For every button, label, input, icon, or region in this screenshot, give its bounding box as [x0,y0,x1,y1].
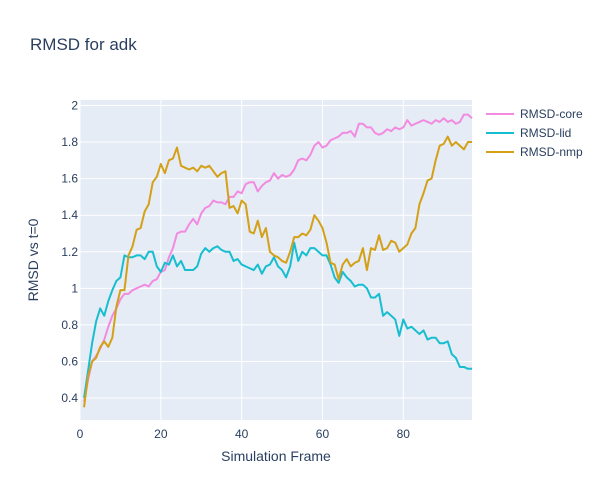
legend-label: RMSD-lid [520,126,571,140]
series-line-rmsd-lid [83,241,472,399]
series-line-rmsd-core [83,113,473,402]
x-tick-label: 60 [316,427,330,441]
y-tick-label: 1.2 [61,245,78,259]
chart-title: RMSD for adk [30,35,137,54]
legend-label: RMSD-core [520,107,583,121]
y-tick-label: 1.4 [61,208,78,222]
y-tick-label: 1.8 [61,135,78,149]
x-tick-label: 80 [397,427,411,441]
y-tick-label: 0.6 [61,354,78,368]
legend: RMSD-core RMSD-lid RMSD-nmp [486,107,583,159]
y-tick-label: 1.6 [61,172,78,186]
grid-lines [79,100,472,420]
y-tick-label: 2 [71,98,78,112]
tick-labels: 0 20 40 60 80 0.4 0.6 0.8 1 1.2 1.4 1.6 1.8 2 [61,98,410,441]
y-tick-label: 0.8 [61,318,78,332]
y-tick-label: 0.4 [61,391,78,405]
legend-item: RMSD-lid [486,126,571,140]
legend-item: RMSD-core [486,107,583,121]
x-tick-label: 0 [77,427,84,441]
legend-label: RMSD-nmp [520,145,583,159]
series-layer [83,113,473,408]
x-tick-label: 40 [235,427,249,441]
y-axis-title: RMSD vs t=0 [25,218,41,301]
legend-item: RMSD-nmp [486,145,583,159]
series-line-rmsd-nmp [83,135,472,408]
x-axis-title: Simulation Frame [221,448,331,464]
y-tick-label: 1 [71,281,78,295]
x-tick-label: 20 [154,427,168,441]
